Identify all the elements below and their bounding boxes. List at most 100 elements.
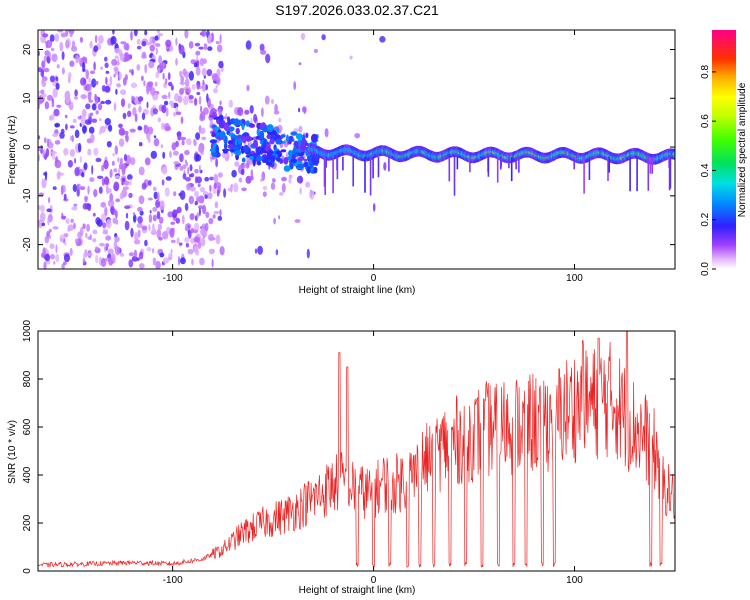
heatmap-cell xyxy=(94,93,97,101)
heatmap-cell xyxy=(243,162,247,169)
heatmap-cell xyxy=(170,248,173,254)
heatmap-cell xyxy=(138,126,143,131)
heatmap-cell xyxy=(218,108,223,116)
heatmap-cell xyxy=(124,53,131,62)
heatmap-cell xyxy=(209,176,214,181)
heatmap-cell xyxy=(202,79,205,85)
heatmap-cell xyxy=(233,146,240,152)
heatmap-cell xyxy=(261,171,266,182)
heatmap-cell xyxy=(189,186,196,192)
heatmap-cell xyxy=(206,69,213,77)
heatmap-cell xyxy=(219,246,225,256)
heatmap-cell xyxy=(77,142,82,153)
heatmap-cell xyxy=(90,70,95,75)
heatmap-cell xyxy=(235,127,240,135)
heatmap-cell xyxy=(263,154,267,158)
heatmap-cell xyxy=(249,105,254,114)
heatmap-cell xyxy=(311,133,318,143)
heatmap-cell xyxy=(309,161,313,169)
heatmap-cell xyxy=(273,110,280,115)
heatmap-cell xyxy=(215,158,219,168)
heatmap-cell xyxy=(46,94,53,101)
heatmap-cell xyxy=(124,220,130,231)
y-tick-label: 800 xyxy=(22,370,33,387)
heatmap-cell xyxy=(199,57,205,67)
y-tick-label: -10 xyxy=(22,188,33,203)
heatmap-cell xyxy=(107,199,115,207)
heatmap-cell xyxy=(234,161,240,167)
heatmap-cell xyxy=(305,181,311,188)
heatmap-cell xyxy=(125,134,129,143)
heatmap-cell xyxy=(43,67,50,73)
heatmap-cell xyxy=(44,41,49,45)
heatmap-cell xyxy=(218,60,224,69)
heatmap-cell xyxy=(283,165,291,172)
heatmap-cell xyxy=(210,156,216,160)
heatmap-cell xyxy=(50,151,57,155)
heatmap-cell xyxy=(275,249,279,256)
heatmap-cell xyxy=(252,158,256,167)
heatmap-cell xyxy=(198,164,201,172)
heatmap-cell xyxy=(254,248,258,254)
heatmap-cell xyxy=(162,72,165,80)
heatmap-cell xyxy=(194,168,199,174)
heatmap-cell xyxy=(212,109,218,113)
heatmap-cell xyxy=(228,99,233,109)
heatmap-cell xyxy=(111,58,118,66)
x-tick-label: 100 xyxy=(566,273,583,284)
heatmap-cell xyxy=(213,173,219,183)
heatmap-cell xyxy=(279,192,284,196)
heatmap-cell xyxy=(51,102,55,108)
heatmap-cell xyxy=(201,30,207,37)
heatmap-cell xyxy=(105,235,112,241)
heatmap-cell xyxy=(138,263,145,269)
heatmap-cell xyxy=(80,94,87,100)
heatmap-cell xyxy=(110,36,117,45)
heatmap-cell xyxy=(218,120,226,129)
heatmap-cell xyxy=(74,96,78,100)
heatmap-cell xyxy=(138,96,144,102)
snr-x-ticks: -100 0 100 xyxy=(163,331,583,586)
heatmap-cell xyxy=(95,157,102,163)
heatmap-cell xyxy=(290,158,298,163)
heatmap-cell xyxy=(38,90,41,95)
heatmap-cell xyxy=(196,83,200,90)
heatmap-cell xyxy=(281,183,286,193)
heatmap-cell xyxy=(99,242,105,247)
heatmap-cell xyxy=(122,130,129,135)
heatmap-cell xyxy=(324,128,329,138)
heatmap-cell xyxy=(293,81,297,91)
heatmap-cell xyxy=(303,158,308,162)
heatmap-cell xyxy=(204,194,208,199)
heatmap-cell xyxy=(52,186,57,191)
heatmap-cell xyxy=(208,217,214,225)
heatmap-cell xyxy=(136,64,141,71)
heatmap-cell xyxy=(81,108,87,118)
heatmap-cell xyxy=(155,260,161,269)
heatmap-cell xyxy=(159,216,164,224)
heatmap-cell xyxy=(97,103,103,111)
heatmap-cell xyxy=(51,113,55,121)
heatmap-cell xyxy=(138,142,143,147)
heatmap-cell xyxy=(211,258,214,268)
heatmap-cell xyxy=(227,187,233,192)
heatmap-cell xyxy=(65,40,70,49)
heatmap-cell xyxy=(134,232,139,242)
heatmap-cell xyxy=(75,54,80,64)
snr-y-label: SNR (10 * v/v) xyxy=(7,420,18,484)
heatmap-cell xyxy=(85,232,88,238)
heatmap-cell xyxy=(112,217,117,224)
heatmap-cell xyxy=(94,34,98,44)
heatmap-cell xyxy=(76,183,80,190)
heatmap-cell xyxy=(224,142,228,151)
heatmap-cell xyxy=(95,246,99,251)
heatmap-cell xyxy=(200,105,203,113)
heatmap-cell xyxy=(288,135,294,141)
heatmap-cell xyxy=(187,166,190,175)
heatmap-cell xyxy=(283,157,289,165)
heatmap-cell xyxy=(76,188,80,197)
heatmap-cell xyxy=(349,55,353,60)
heatmap-cell xyxy=(249,175,254,181)
heatmap-cell xyxy=(40,69,45,78)
heatmap-cell xyxy=(194,201,198,206)
